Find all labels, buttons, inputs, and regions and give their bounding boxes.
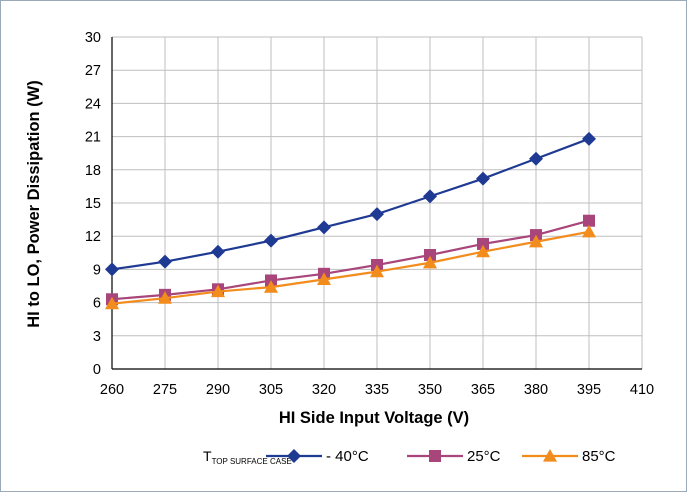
legend-title-main: T bbox=[203, 448, 212, 464]
x-tick-label: 260 bbox=[100, 382, 124, 398]
data-point bbox=[105, 296, 119, 310]
data-point bbox=[370, 264, 384, 278]
data-point bbox=[476, 244, 490, 258]
y-tick-label: 18 bbox=[85, 163, 101, 179]
y-tick-label: 12 bbox=[85, 229, 101, 245]
y-tick-label: 21 bbox=[85, 130, 101, 146]
y-tick-label: 6 bbox=[93, 296, 101, 312]
data-point bbox=[264, 280, 278, 293]
y-tick-label: 30 bbox=[85, 30, 101, 46]
series-1 bbox=[105, 131, 596, 277]
series-group bbox=[105, 131, 596, 310]
y-tick-label: 24 bbox=[85, 96, 101, 112]
y-axis-label: HI to LO, Power Dissipation (W) bbox=[25, 80, 43, 328]
data-point bbox=[158, 291, 172, 304]
series-line bbox=[111, 219, 590, 301]
axes bbox=[111, 37, 642, 370]
data-point bbox=[583, 214, 595, 227]
y-tick-label: 15 bbox=[85, 196, 101, 212]
x-tick-label: 365 bbox=[471, 382, 495, 398]
x-tick-label: 350 bbox=[418, 382, 442, 398]
x-tick-label: 290 bbox=[206, 382, 230, 398]
data-point bbox=[529, 151, 543, 166]
x-tick-label: 320 bbox=[312, 382, 336, 398]
data-point bbox=[264, 233, 278, 248]
series-3 bbox=[105, 224, 596, 310]
legend-items: - 40°C 25°C 85°C bbox=[266, 448, 616, 465]
legend-title-subscript: TOP SURFACE CASE bbox=[212, 457, 292, 466]
legend-label: - 40°C bbox=[326, 448, 369, 465]
data-point bbox=[423, 255, 437, 269]
x-tick-label: 335 bbox=[365, 382, 389, 398]
y-tick-label: 27 bbox=[85, 63, 101, 79]
series-line bbox=[111, 230, 590, 305]
data-point bbox=[211, 244, 225, 259]
legend-item: - 40°C bbox=[266, 448, 369, 465]
legend-swatch-marker bbox=[429, 450, 441, 462]
x-tick-label: 275 bbox=[153, 382, 177, 398]
x-tick-label: 395 bbox=[577, 382, 601, 398]
y-tick-labels: 0 3 6 9 12 15 18 21 24 27 30 bbox=[85, 30, 101, 378]
data-point bbox=[477, 237, 489, 250]
data-point bbox=[582, 224, 596, 238]
y-tick-label: 3 bbox=[93, 329, 101, 345]
legend-item: 85°C bbox=[522, 448, 616, 465]
series-line bbox=[111, 137, 590, 271]
legend-swatch-marker bbox=[287, 449, 301, 463]
data-point bbox=[211, 284, 225, 298]
legend-label: 25°C bbox=[467, 448, 501, 465]
legend: TTOP SURFACE CASE: - 40°C25°C85°C bbox=[203, 448, 616, 466]
y-tick-label: 0 bbox=[93, 362, 101, 378]
data-point bbox=[370, 207, 384, 222]
data-point bbox=[423, 189, 437, 204]
x-tick-label: 380 bbox=[524, 382, 548, 398]
x-tick-label: 410 bbox=[630, 382, 654, 398]
x-tick-labels: 260 275 290 305 320 335 350 365 380 395 410 bbox=[100, 382, 654, 398]
data-point bbox=[476, 171, 490, 186]
data-point bbox=[317, 272, 331, 285]
data-point bbox=[582, 131, 596, 146]
data-point bbox=[105, 262, 119, 277]
x-tick-label: 305 bbox=[259, 382, 283, 398]
data-point bbox=[424, 249, 436, 262]
legend-swatch-marker bbox=[543, 449, 557, 462]
legend-label: 85°C bbox=[582, 448, 616, 465]
x-axis-label: HI Side Input Voltage (V) bbox=[279, 409, 469, 427]
data-point bbox=[317, 220, 331, 235]
data-point bbox=[529, 234, 543, 248]
y-tick-label: 9 bbox=[93, 262, 101, 278]
data-point bbox=[158, 254, 172, 269]
legend-item: 25°C bbox=[407, 448, 501, 465]
